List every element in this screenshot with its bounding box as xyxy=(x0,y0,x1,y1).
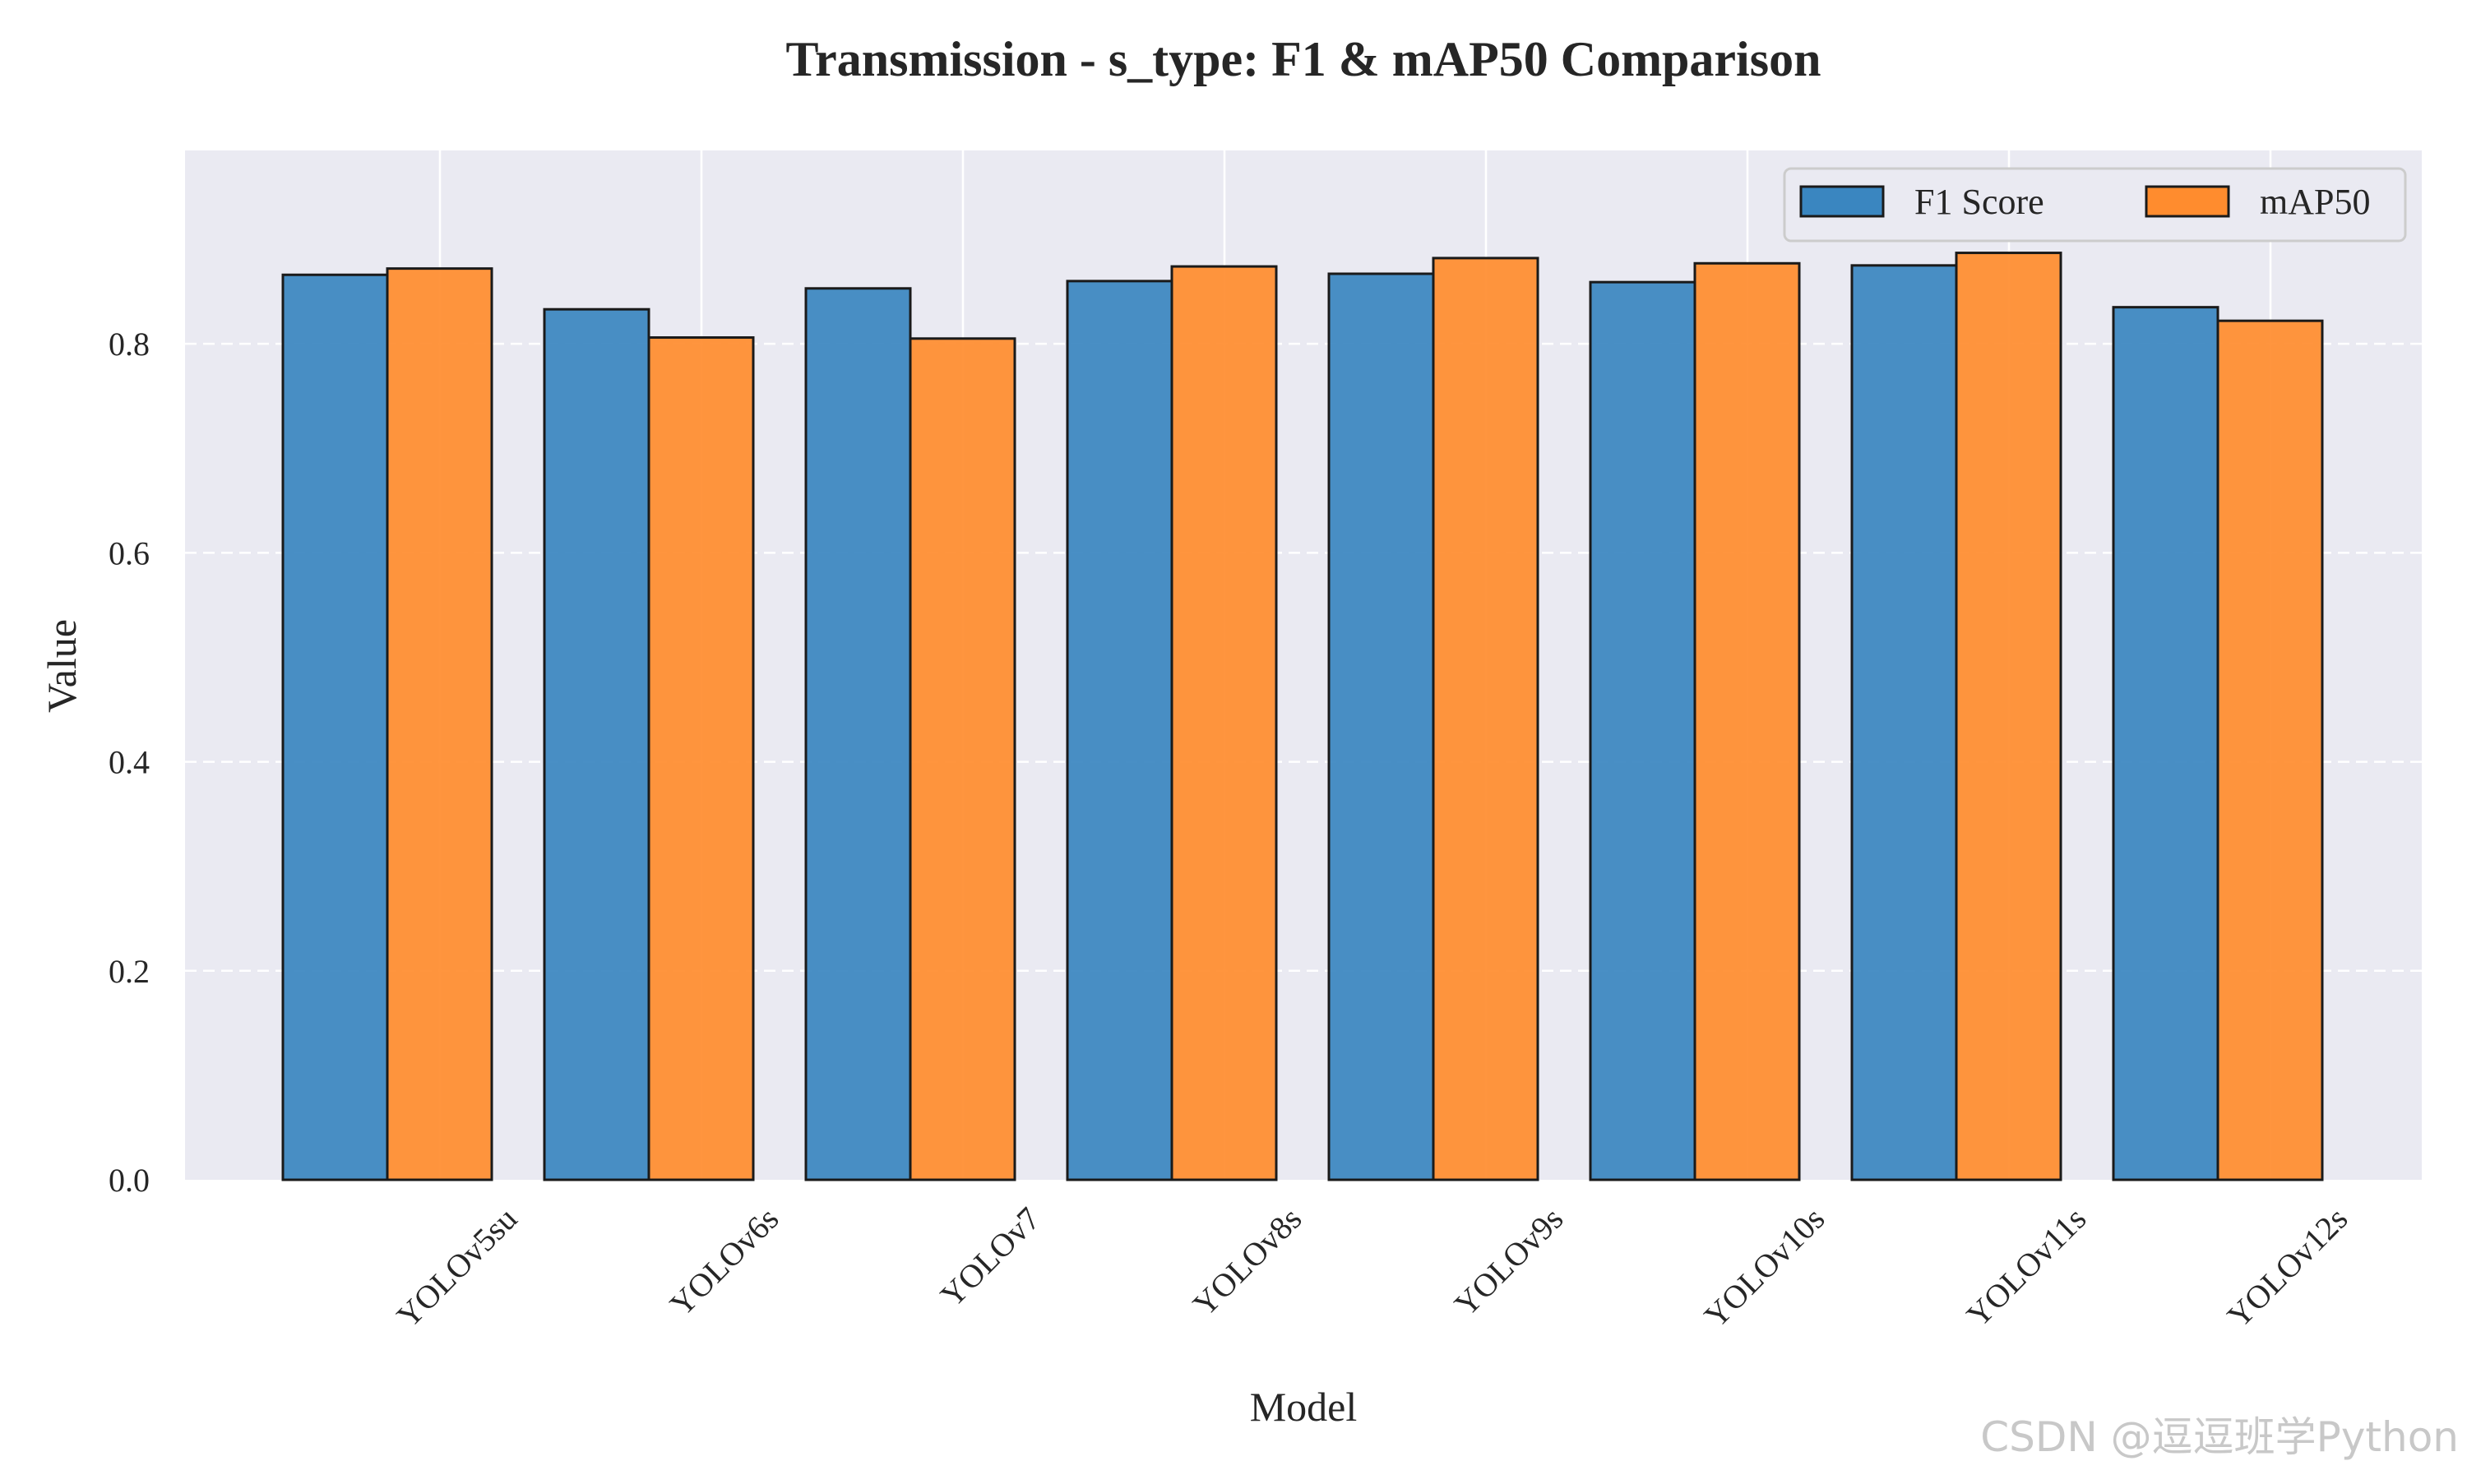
plot-area xyxy=(185,150,2422,1180)
bar-f1-yolov7 xyxy=(804,287,912,1181)
bar-map50-yolov7 xyxy=(909,337,1016,1181)
y-axis-label: Value xyxy=(39,619,85,713)
bar-map50-yolov9s xyxy=(1432,257,1539,1181)
bar-f1-yolov12s xyxy=(2112,306,2219,1181)
bar-map50-yolov10s xyxy=(1693,261,1801,1181)
watermark-text: CSDN @逗逗班学Python xyxy=(1980,1413,2459,1461)
y-tick-label: 0.8 xyxy=(109,326,150,363)
legend-label-map50: mAP50 xyxy=(2260,182,2370,222)
bar-f1-yolov10s xyxy=(1589,280,1696,1181)
y-tick-label: 0.2 xyxy=(109,953,150,990)
legend-label-f1: F1 Score xyxy=(1914,182,2044,222)
bar-map50-yolov8s xyxy=(1170,265,1278,1181)
bar-map50-yolov6s xyxy=(647,336,755,1181)
bars xyxy=(281,252,2324,1181)
y-tick-label: 0.4 xyxy=(109,744,150,781)
y-tick-label: 0.0 xyxy=(109,1162,150,1199)
bar-f1-yolov11s xyxy=(1850,264,1958,1181)
y-tick-label: 0.6 xyxy=(109,534,150,571)
x-axis-label: Model xyxy=(1250,1384,1358,1430)
bar-map50-yolov12s xyxy=(2216,319,2324,1181)
chart-title: Transmission - s_type: F1 & mAP50 Compar… xyxy=(786,32,1821,86)
bar-f1-yolov9s xyxy=(1327,272,1435,1181)
legend-swatch-f1 xyxy=(1799,185,1885,218)
bar-f1-yolov5su xyxy=(281,273,389,1181)
y-axis-ticks: 0.0 0.2 0.4 0.6 0.8 xyxy=(109,326,150,1199)
bar-map50-yolov5su xyxy=(386,267,493,1181)
legend-frame xyxy=(1783,167,2407,243)
legend: F1 Score mAP50 xyxy=(1783,167,2407,243)
bar-map50-yolov11s xyxy=(1955,252,2062,1181)
legend-swatch-map50 xyxy=(2145,185,2230,218)
bar-f1-yolov6s xyxy=(543,307,650,1181)
bar-f1-yolov8s xyxy=(1066,280,1173,1181)
